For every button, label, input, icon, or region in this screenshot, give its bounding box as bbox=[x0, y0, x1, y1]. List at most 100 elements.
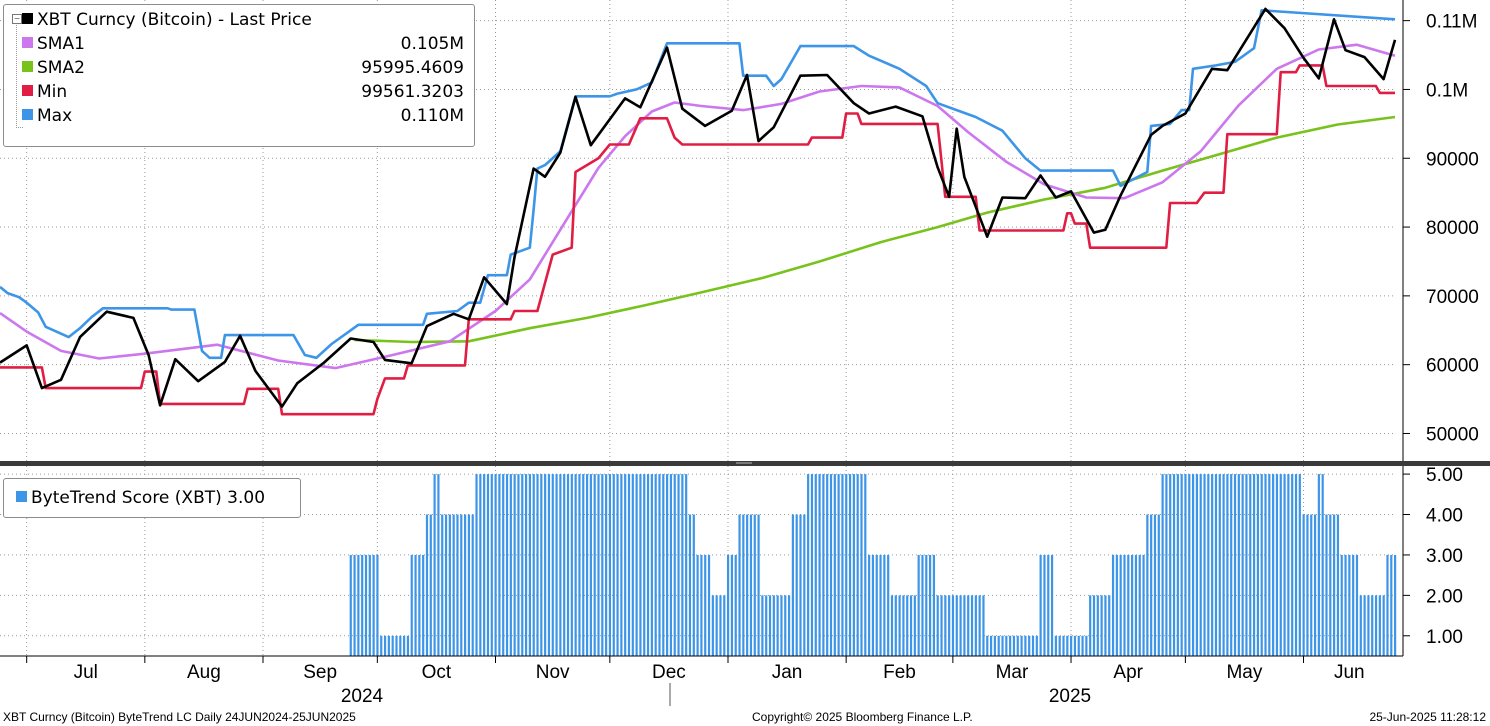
score-bar bbox=[1138, 554, 1141, 656]
score-bar bbox=[1077, 635, 1080, 656]
score-bar bbox=[856, 474, 859, 656]
score-bar bbox=[414, 554, 417, 656]
score-bar bbox=[1268, 474, 1271, 656]
score-bar bbox=[765, 595, 768, 656]
price-tick-label: 60000 bbox=[1426, 356, 1479, 377]
score-bar bbox=[917, 554, 920, 656]
score-bar bbox=[1024, 635, 1027, 656]
score-bar bbox=[601, 474, 604, 656]
price-tick-label: 90000 bbox=[1426, 149, 1479, 170]
score-bar bbox=[589, 474, 592, 656]
score-bar bbox=[1062, 635, 1065, 656]
score-bar bbox=[753, 514, 756, 656]
score-bar bbox=[1131, 554, 1134, 656]
score-legend-label: ByteTrend Score (XBT) 3.00 bbox=[31, 488, 266, 508]
score-bar bbox=[803, 514, 806, 656]
score-bar bbox=[909, 595, 913, 656]
score-bar bbox=[1191, 474, 1195, 656]
legend-label-sma1: SMA1 bbox=[37, 34, 85, 54]
score-bar bbox=[395, 635, 398, 656]
score-bar bbox=[1252, 474, 1256, 656]
score-bar bbox=[353, 554, 356, 656]
score-bar bbox=[532, 474, 535, 656]
score-bar bbox=[929, 554, 932, 656]
score-bar bbox=[403, 635, 406, 656]
score-bar bbox=[1382, 595, 1385, 656]
score-bar bbox=[955, 595, 958, 656]
series-line-sma1 bbox=[0, 43, 1396, 370]
score-legend[interactable]: ByteTrend Score (XBT) 3.00 bbox=[3, 478, 301, 518]
score-bar bbox=[993, 635, 996, 656]
score-bar bbox=[597, 474, 600, 656]
score-bar bbox=[1264, 474, 1267, 656]
score-bar bbox=[1233, 474, 1237, 656]
score-bar bbox=[380, 635, 383, 656]
score-bar bbox=[730, 554, 734, 656]
score-bar bbox=[578, 474, 581, 656]
score-bar bbox=[1020, 635, 1023, 656]
score-bar bbox=[715, 595, 718, 656]
score-bar bbox=[677, 474, 680, 656]
score-bar bbox=[688, 514, 692, 656]
footer-center: Copyright© 2025 Bloomberg Finance L.P. bbox=[752, 710, 973, 724]
price-tick-label: 0.1M bbox=[1426, 80, 1468, 101]
score-bar bbox=[528, 474, 531, 656]
score-bar bbox=[544, 474, 547, 656]
score-bar bbox=[826, 474, 829, 656]
month-label: Sep bbox=[303, 662, 337, 683]
score-bar bbox=[1336, 514, 1340, 656]
score-bar bbox=[1070, 635, 1073, 656]
month-label: Apr bbox=[1113, 662, 1143, 683]
score-bar bbox=[1363, 595, 1366, 656]
score-bar bbox=[540, 474, 543, 656]
score-bar bbox=[1092, 595, 1096, 656]
score-bar bbox=[1348, 554, 1351, 656]
score-bar bbox=[875, 554, 878, 656]
score-bar bbox=[551, 474, 554, 656]
score-bar bbox=[864, 474, 867, 656]
score-bar bbox=[696, 554, 699, 656]
score-bar bbox=[456, 514, 459, 656]
score-bar bbox=[837, 474, 840, 656]
score-bar bbox=[490, 474, 493, 656]
score-bar bbox=[1371, 595, 1374, 656]
price-tick-label: 50000 bbox=[1426, 424, 1479, 445]
score-bar bbox=[852, 474, 855, 656]
score-bar bbox=[1394, 554, 1397, 656]
score-bar bbox=[1211, 474, 1214, 656]
score-bar bbox=[1214, 474, 1218, 656]
score-bar bbox=[1352, 554, 1355, 656]
score-bar bbox=[1028, 635, 1031, 656]
legend-title: XBT Curncy (Bitcoin) - Last Price bbox=[37, 10, 312, 30]
score-bar bbox=[635, 474, 638, 656]
score-bar bbox=[1050, 554, 1054, 656]
score-bar bbox=[738, 514, 741, 656]
score-bar bbox=[921, 554, 924, 656]
score-bar bbox=[978, 595, 981, 656]
collapse-icon[interactable]: − bbox=[12, 14, 22, 24]
score-bar bbox=[1054, 635, 1057, 656]
score-bar bbox=[1031, 635, 1035, 656]
price-tick-label: 80000 bbox=[1426, 218, 1479, 239]
legend-value-max: 0.110M bbox=[400, 106, 464, 126]
score-bar bbox=[646, 474, 650, 656]
score-bar bbox=[685, 474, 688, 656]
score-bar bbox=[1313, 514, 1317, 656]
month-label: Jul bbox=[74, 662, 98, 683]
score-bar bbox=[517, 474, 520, 656]
score-bar bbox=[761, 595, 764, 656]
score-bar bbox=[746, 514, 749, 656]
footer-right: 25-Jun-2025 11:28:12 bbox=[1369, 710, 1486, 724]
score-bar bbox=[437, 474, 440, 656]
score-bar bbox=[1035, 635, 1038, 656]
score-bar bbox=[898, 595, 901, 656]
price-legend[interactable]: − XBT Curncy (Bitcoin) - Last Price SMA1… bbox=[3, 4, 475, 147]
score-bar bbox=[1047, 554, 1050, 656]
score-bar bbox=[410, 554, 413, 656]
score-bar bbox=[399, 635, 402, 656]
score-bar bbox=[772, 595, 775, 656]
score-bar bbox=[1150, 514, 1153, 656]
score-bar bbox=[1005, 635, 1008, 656]
year-label: 2025 bbox=[1049, 686, 1091, 707]
score-bar bbox=[1073, 635, 1077, 656]
